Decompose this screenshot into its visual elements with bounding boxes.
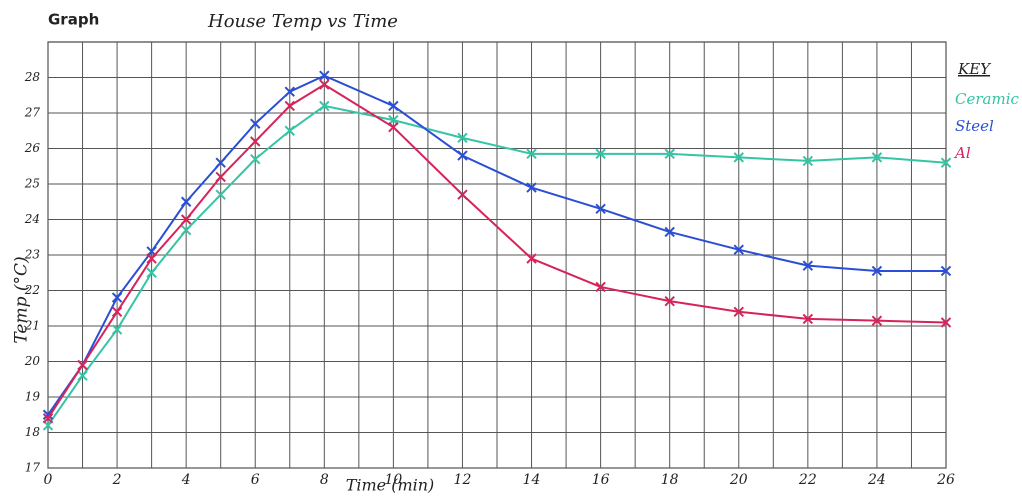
legend-entry: Ceramic: [955, 90, 1019, 108]
y-tick-label: 19: [25, 390, 41, 404]
x-tick-label: 22: [798, 472, 817, 488]
data-point: [146, 253, 157, 264]
data-point: [733, 244, 744, 255]
x-tick-label: 6: [251, 472, 260, 488]
data-point: [940, 265, 952, 277]
data-point: [180, 214, 192, 225]
x-tick-label: 12: [454, 472, 472, 488]
data-point: [42, 409, 54, 420]
x-tick-label: 24: [867, 472, 886, 488]
data-point: [250, 153, 261, 165]
data-point: [77, 359, 88, 371]
header: Graph: [48, 11, 99, 29]
data-point: [457, 132, 468, 144]
data-point: [940, 157, 952, 168]
data-point: [250, 136, 261, 147]
y-tick-label: 18: [25, 425, 41, 439]
x-tick-label: 2: [112, 472, 122, 488]
y-tick-label: 26: [24, 141, 41, 155]
data-point: [111, 306, 123, 318]
data-point: [284, 125, 295, 136]
data-point: [77, 370, 88, 381]
data-point: [319, 100, 330, 112]
data-point: [595, 148, 606, 160]
data-point: [215, 171, 226, 183]
legend-title: KEY: [957, 60, 992, 78]
data-point: [526, 148, 537, 160]
y-axis-label: Temp (°C): [12, 256, 32, 343]
data-point: [871, 265, 883, 277]
data-point: [284, 100, 295, 112]
series-line: [47, 83, 947, 419]
data-point: [146, 267, 157, 278]
data-point: [595, 203, 606, 215]
data-point: [250, 118, 261, 129]
y-tick-label: 20: [24, 354, 41, 368]
data-point: [319, 70, 330, 81]
y-tick-label: 28: [24, 70, 41, 84]
data-point: [871, 152, 883, 163]
data-point: [457, 150, 468, 161]
series-line: [47, 74, 946, 416]
x-tick-label: 10: [384, 472, 402, 488]
data-point: [733, 306, 744, 318]
data-point: [802, 155, 814, 167]
x-tick-label: 18: [661, 472, 679, 488]
data-point: [215, 189, 226, 200]
y-tick-label: 27: [24, 106, 41, 120]
data-point: [284, 86, 295, 97]
x-tick-label: 4: [181, 472, 191, 488]
data-point: [733, 152, 744, 163]
x-tick-label: 16: [592, 472, 610, 488]
data-point: [111, 292, 123, 303]
data-point: [180, 224, 192, 236]
y-tick-label: 23: [24, 248, 41, 262]
x-tick-label: 20: [729, 472, 748, 488]
data-point: [388, 121, 399, 133]
series-line: [47, 104, 947, 426]
x-axis-label: Time (min): [346, 476, 435, 495]
data-point: [457, 189, 468, 200]
chart-title: House Temp vs Time: [207, 11, 398, 32]
y-tick-label: 24: [24, 212, 40, 226]
data-point: [940, 317, 952, 328]
legend-entry: Al: [953, 144, 971, 162]
data-point: [664, 148, 675, 160]
x-tick-label: 26: [936, 472, 955, 488]
y-tick-label: 17: [25, 461, 41, 475]
data-point: [802, 260, 814, 271]
y-tick-label: 22: [24, 283, 40, 297]
x-tick-label: 8: [320, 472, 329, 488]
data-point: [180, 196, 192, 207]
y-tick-label: 21: [24, 319, 40, 333]
data-point: [871, 315, 883, 326]
data-point: [664, 226, 675, 238]
data-point: [215, 157, 226, 168]
data-point: [595, 281, 606, 293]
x-tick-label: 0: [44, 472, 53, 488]
data-point: [111, 324, 123, 335]
data-point: [42, 413, 54, 424]
legend-entry: Steel: [955, 117, 994, 135]
x-tick-label: 14: [523, 472, 541, 488]
data-point: [319, 79, 330, 90]
data-point: [526, 253, 537, 264]
data-point: [526, 182, 537, 193]
data-point: [802, 313, 814, 325]
data-point: [664, 295, 675, 307]
data-point: [388, 100, 399, 112]
y-tick-label: 25: [24, 177, 40, 191]
